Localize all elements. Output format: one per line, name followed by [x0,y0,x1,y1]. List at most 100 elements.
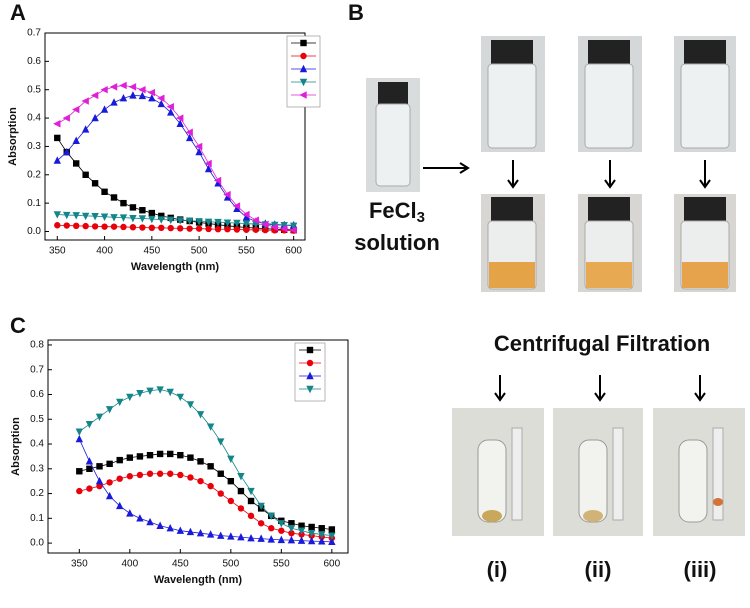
marker [261,220,269,229]
marker [205,225,212,233]
marker [146,451,154,459]
y-tick-label: 0.5 [30,414,44,425]
y-tick-label: 0.3 [27,141,41,152]
marker [307,536,316,545]
marker [106,479,113,486]
marker [195,147,203,156]
series-line [79,453,332,530]
arrow-head [459,162,470,174]
marker [177,225,184,232]
marker [146,470,154,477]
y-tick-label: 0.4 [30,439,44,450]
y-tick-label: 0.1 [30,513,44,524]
marker [242,220,251,228]
reagent-base: FeCl [369,198,417,223]
marker [75,434,84,443]
marker [176,114,184,122]
marker [63,211,71,220]
marker [227,532,235,540]
marker [289,222,298,231]
arrow-head [604,179,616,189]
marker [277,520,286,528]
marker [105,491,114,500]
marker [167,216,175,225]
marker [247,512,255,520]
marker [166,524,174,532]
marker [252,226,260,233]
marker [257,534,265,542]
marker [86,465,93,472]
marker [167,108,175,116]
marker [129,214,137,223]
marker [186,225,193,232]
x-tick-label: 400 [121,559,138,570]
vial [487,63,537,149]
marker [53,156,61,164]
tube [511,427,523,521]
tube [612,427,624,521]
marker [54,222,61,229]
y-tick-label: 0.0 [30,538,44,549]
x-tick-label: 600 [285,246,302,257]
marker [82,171,89,178]
marker [139,224,146,231]
marker [217,531,225,539]
marker [105,406,114,414]
marker [156,470,164,477]
marker [278,527,285,534]
marker [110,98,118,106]
marker [287,525,296,533]
vial-cap [378,82,408,104]
marker [167,224,174,232]
marker [85,421,94,429]
marker [81,212,90,221]
marker [223,219,232,227]
x-tick-label: 400 [96,246,113,257]
y-tick-label: 0.6 [27,56,41,67]
marker [119,81,127,90]
vial [680,63,730,149]
marker [91,223,99,230]
marker [328,526,336,533]
marker [328,537,336,546]
arrows [423,160,711,402]
marker [214,226,222,233]
marker [166,388,174,397]
marker [167,450,174,458]
marker [158,224,165,232]
marker [287,535,296,544]
vial-cap [491,197,533,221]
y-tick-label: 0.7 [27,28,41,39]
x-axis-title: Wavelength (nm) [131,261,220,273]
y-tick-label: 0.0 [27,226,41,237]
tube-residue [713,498,723,506]
y-axis-title: Absorption [7,107,19,166]
marker [243,226,250,233]
marker [196,411,205,419]
marker [53,120,61,128]
marker [288,520,295,527]
marker [298,522,305,529]
marker [247,533,255,542]
marker [157,94,165,102]
marker [120,199,127,207]
y-tick-label: 0.6 [30,389,44,400]
vial-liquid [586,262,632,288]
marker [90,91,99,100]
marker [270,223,278,231]
x-tick-label: 350 [49,246,66,257]
y-tick-label: 0.3 [30,463,44,474]
marker [328,532,336,540]
arrow-head [594,392,606,402]
y-tick-label: 0.2 [27,169,41,180]
marker [95,413,104,421]
arrow-head [494,392,506,402]
marker [72,212,80,220]
marker [126,393,134,402]
marker [148,215,156,224]
marker [217,470,224,477]
marker [119,214,128,222]
panel-label: A [10,0,26,25]
marker [148,94,156,102]
marker [96,463,103,470]
